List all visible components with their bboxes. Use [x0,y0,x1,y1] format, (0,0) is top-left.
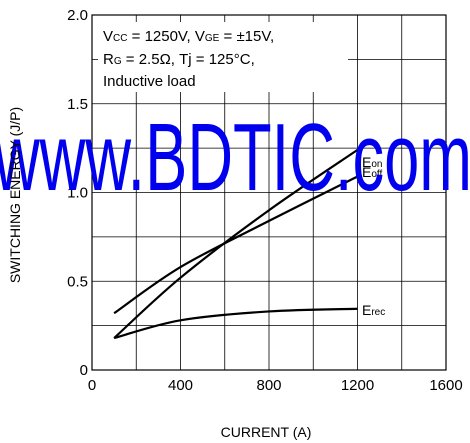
y-tick-label: 2.0 [67,7,88,24]
y-axis-label: SWITCHING ENERGY (J/P) [7,107,23,283]
eoff-label: Eoff [362,164,383,180]
conditions-line-3: Inductive load [103,73,196,90]
tick-labels: 0 400 800 1200 1600 0 0.5 1.0 1.5 2.0 [67,7,463,394]
x-axis-label: CURRENT (A) [221,424,312,440]
series-lines [113,148,359,340]
conditions-background [98,22,348,92]
conditions-annotation: VCC = 1250V, VGE = ±15V, RG = 2.5Ω, Tj =… [98,22,348,92]
erec-label: Erec [362,302,385,318]
x-tick-label: 0 [88,377,96,394]
eon-label-bg [358,156,378,174]
y-tick-label: 1.5 [67,96,88,113]
x-tick-label: 1200 [341,377,374,394]
y-tick-label: 0 [80,362,88,379]
y-tick-label: 0.5 [67,273,88,290]
x-tick-label: 400 [168,377,193,394]
series-line-erec [113,307,358,340]
conditions-line-1: VCC = 1250V, VGE = ±15V, [103,28,274,45]
erec-label-bg [358,302,400,322]
y-tick-label: 1.0 [67,185,88,202]
x-tick-label: 1600 [429,377,462,394]
curve-labels: Eon Eoff Erec [358,154,400,322]
series-line-eoff [113,175,358,315]
eon-label: Eon [362,154,382,170]
plot-frame [91,14,447,371]
x-tick-label: 800 [256,377,281,394]
watermark: www.BDTIC.com [0,104,470,211]
conditions-line-2: RG = 2.5Ω, Tj = 125°C, [103,51,255,68]
